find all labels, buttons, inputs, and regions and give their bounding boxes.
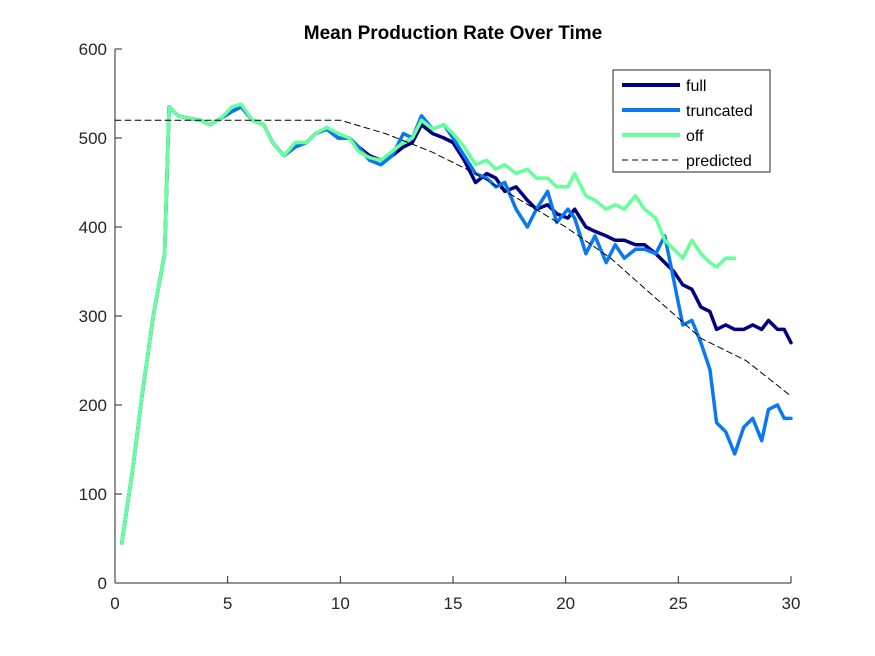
x-tick-label: 30 xyxy=(782,594,801,613)
y-tick-label: 600 xyxy=(79,40,107,59)
y-tick-label: 400 xyxy=(79,218,107,237)
legend-label-full: full xyxy=(686,78,706,95)
x-tick-label: 0 xyxy=(110,594,119,613)
series-line-predicted xyxy=(114,119,792,397)
y-tick-label: 100 xyxy=(79,485,107,504)
x-tick-label: 5 xyxy=(223,594,232,613)
x-tick-label: 25 xyxy=(669,594,688,613)
x-tick-label: 10 xyxy=(331,594,350,613)
series-layer xyxy=(114,102,793,545)
legend: full truncated off predicted xyxy=(612,69,771,173)
y-tick-label: 0 xyxy=(98,574,107,593)
y-tick-label: 200 xyxy=(79,396,107,415)
series-line-off xyxy=(120,102,737,545)
y-tick-label: 300 xyxy=(79,307,107,326)
y-tick-label: 500 xyxy=(79,129,107,148)
legend-label-predicted: predicted xyxy=(686,153,752,170)
x-tick-label: 15 xyxy=(444,594,463,613)
legend-label-off: off xyxy=(686,128,704,145)
chart-title: Mean Production Rate Over Time xyxy=(304,23,602,44)
x-tick-label: 20 xyxy=(556,594,575,613)
legend-label-truncated: truncated xyxy=(686,103,753,120)
